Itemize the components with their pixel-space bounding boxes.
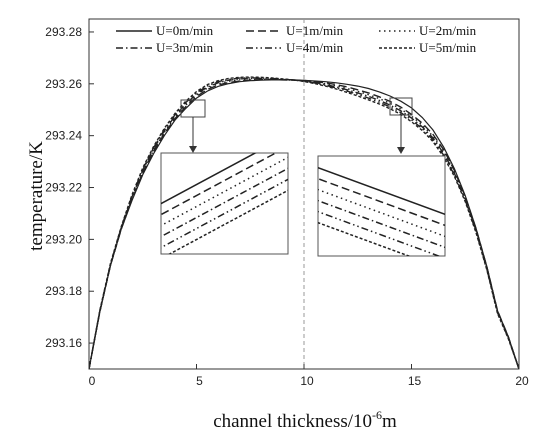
inset-series-line	[161, 167, 288, 238]
legend: U=0m/min U=1m/min U=2m/min U=3m/min U=4m/min…	[116, 23, 477, 55]
inset-series-line	[318, 177, 445, 227]
series-line-3	[89, 77, 519, 369]
zoom-arrowhead-right	[397, 147, 405, 154]
inset-series-line	[168, 189, 288, 254]
inset-right-lines	[318, 166, 445, 256]
x-axis-title-superscript: -6	[372, 408, 382, 422]
legend-label: U=4m/min	[286, 40, 344, 55]
inset-series-line	[318, 221, 411, 256]
x-tick-label: 15	[408, 374, 422, 388]
series-layer	[89, 76, 519, 369]
y-tick-label: 293.22	[45, 181, 82, 195]
x-tick-label: 5	[196, 374, 203, 388]
inset-left	[160, 152, 289, 255]
y-tick-label: 293.18	[45, 284, 82, 298]
x-tick-label: 20	[515, 374, 529, 388]
x-tick-label: 10	[300, 374, 314, 388]
y-tick-label: 293.28	[45, 25, 82, 39]
legend-label: U=5m/min	[419, 40, 477, 55]
legend-label: U=1m/min	[286, 23, 344, 38]
x-tick-label: 0	[89, 374, 96, 388]
x-axis-title: channel thickness/10-6m	[213, 408, 397, 432]
legend-label: U=0m/min	[156, 23, 214, 38]
inset-series-line	[318, 199, 445, 249]
legend-label: U=3m/min	[156, 40, 214, 55]
zoom-arrowhead-left	[189, 146, 197, 153]
y-axis-title: temperature/K	[26, 141, 47, 251]
inset-series-line	[318, 210, 441, 256]
inset-series-line	[318, 188, 445, 238]
y-tick-label: 293.24	[45, 129, 82, 143]
y-tick-label: 293.20	[45, 232, 82, 246]
axis-ticks: 0 5 10 15 20 293.16 293.18 293.20 293.22 293.24 29…	[45, 25, 529, 388]
legend-label: U=2m/min	[419, 23, 477, 38]
inset-series-line	[318, 166, 445, 216]
y-tick-label: 293.16	[45, 336, 82, 350]
inset-series-line	[161, 153, 257, 205]
x-axis-title-unit: m	[382, 411, 397, 432]
x-axis-title-main: channel thickness/10	[213, 411, 372, 432]
inset-series-line	[161, 153, 278, 216]
y-tick-label: 293.26	[45, 77, 82, 91]
series-line-5	[89, 76, 519, 369]
inset-right	[317, 155, 446, 257]
inset-series-line	[161, 178, 288, 249]
inset-left-lines	[161, 153, 288, 254]
